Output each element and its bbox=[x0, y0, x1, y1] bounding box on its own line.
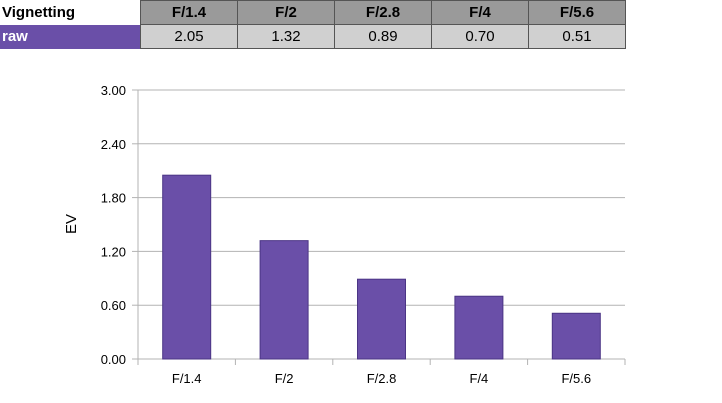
table-cell: 2.05 bbox=[140, 24, 238, 49]
vignetting-table: Vignetting F/1.4 F/2 F/2.8 F/4 F/5.6 raw… bbox=[0, 0, 626, 49]
table-cell: 0.70 bbox=[431, 24, 529, 49]
bar-chart: 0.000.601.201.802.403.00 F/1.4 F/2 F/2.8 F/… bbox=[63, 83, 626, 386]
y-tick-label: 1.80 bbox=[101, 191, 126, 206]
table-row: raw 2.05 1.32 0.89 0.70 0.51 bbox=[0, 24, 626, 49]
x-tick-label: F/2.8 bbox=[367, 371, 397, 386]
table-cell: 0.51 bbox=[528, 24, 626, 49]
gridlines bbox=[138, 89, 625, 360]
column-header: F/2.8 bbox=[334, 0, 432, 25]
y-axis: 0.00 0.60 1.20 1.80 2.40 3.00 bbox=[101, 83, 139, 367]
row-label-raw: raw bbox=[0, 24, 141, 49]
column-header: F/5.6 bbox=[528, 0, 626, 25]
bar-series bbox=[162, 174, 601, 360]
y-axis-label: EV bbox=[63, 214, 80, 234]
table-cell: 1.32 bbox=[237, 24, 335, 49]
y-tick-label: 3.00 bbox=[101, 83, 126, 98]
table-header-row: Vignetting F/1.4 F/2 F/2.8 F/4 F/5.6 bbox=[0, 0, 626, 25]
table-corner-label: Vignetting bbox=[0, 0, 141, 25]
column-header: F/2 bbox=[237, 0, 335, 25]
y-tick-label: 1.20 bbox=[101, 244, 126, 259]
column-header: F/1.4 bbox=[140, 0, 238, 25]
x-tick-label: F/5.6 bbox=[561, 371, 591, 386]
column-header: F/4 bbox=[431, 0, 529, 25]
y-tick-label: 0.00 bbox=[101, 352, 126, 367]
table-cell: 0.89 bbox=[334, 24, 432, 49]
y-tick-label: 2.40 bbox=[101, 137, 126, 152]
bar bbox=[551, 312, 601, 360]
bar bbox=[357, 278, 406, 360]
bar bbox=[162, 174, 212, 360]
x-tick-label: F/4 bbox=[470, 371, 489, 386]
y-tick-label: 0.60 bbox=[101, 298, 126, 313]
x-axis: F/1.4 F/2 F/2.8 F/4 F/5.6 bbox=[137, 359, 626, 386]
bar bbox=[454, 295, 504, 360]
bar bbox=[259, 240, 309, 360]
x-tick-label: F/1.4 bbox=[172, 371, 202, 386]
x-tick-label: F/2 bbox=[275, 371, 294, 386]
